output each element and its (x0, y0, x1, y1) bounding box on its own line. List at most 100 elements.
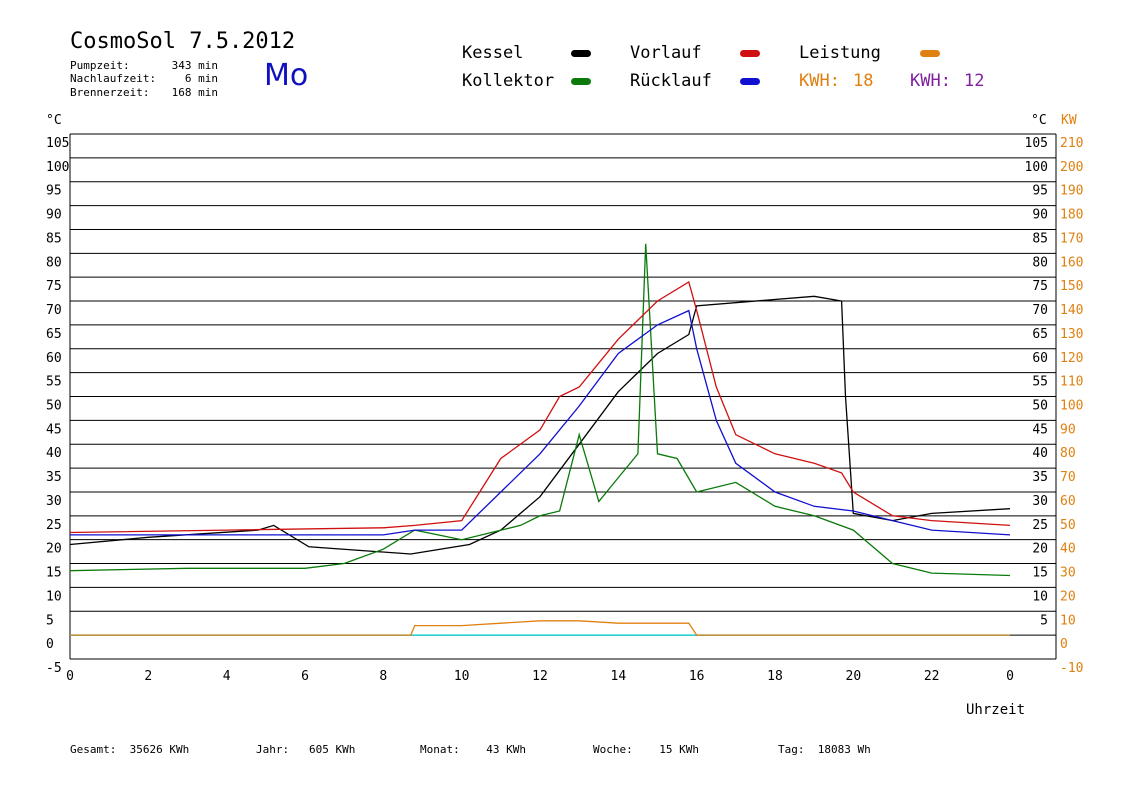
y-tick-label: 5 (46, 613, 54, 628)
y-right-tick-label: 5 (1040, 613, 1048, 628)
x-tick-label: 18 (767, 669, 783, 684)
kw-tick-label: 110 (1060, 375, 1083, 390)
legend-leistung-label: Leistung (799, 43, 881, 63)
footer-gesamt: Gesamt: 35626 KWh (70, 743, 190, 756)
y-right-tick-label: 25 (1032, 518, 1048, 533)
x-tick-label: 0 (1006, 669, 1014, 684)
y-tick-label: -5 (46, 661, 62, 676)
kw-tick-label: 80 (1060, 446, 1076, 461)
kw-tick-label: 170 (1060, 231, 1083, 246)
kw-tick-label: 10 (1060, 613, 1076, 628)
y-right-tick-label: 75 (1032, 279, 1048, 294)
y-tick-label: 55 (46, 375, 62, 390)
y-axis-unit-left: °C (46, 113, 62, 128)
kw-tick-label: 140 (1060, 303, 1083, 318)
x-tick-label: 4 (223, 669, 231, 684)
y-tick-label: 70 (46, 303, 62, 318)
x-tick-label: 2 (144, 669, 152, 684)
x-tick-label: 8 (379, 669, 387, 684)
x-tick-label: 0 (66, 669, 74, 684)
legend-kwh1-label: KWH: (799, 71, 840, 91)
y-tick-label: 85 (46, 231, 62, 246)
y-tick-label: 75 (46, 279, 62, 294)
x-tick-label: 10 (454, 669, 470, 684)
series-vorlauf-line (69, 280, 1011, 534)
x-tick-label: 22 (924, 669, 940, 684)
y-right-tick-label: 15 (1032, 566, 1048, 581)
y-tick-label: 65 (46, 327, 62, 342)
series-kessel-line (69, 295, 1011, 555)
footer-tag: Tag: 18083 Wh (778, 743, 871, 756)
x-tick-label: 12 (532, 669, 548, 684)
y-tick-label: 95 (46, 184, 62, 199)
stat-nachlaufzeit-label: Nachlaufzeit: (70, 72, 157, 85)
kw-tick-label: 120 (1060, 351, 1083, 366)
legend-ruecklauf-label: Rücklauf (630, 71, 712, 91)
kw-tick-label: 0 (1060, 637, 1068, 652)
legend-leistung-swatch (920, 50, 940, 57)
kw-axis-unit: KW (1061, 113, 1077, 128)
x-tick-label: 14 (611, 669, 627, 684)
y-tick-label: 15 (46, 566, 62, 581)
y-tick-label: 35 (46, 470, 62, 485)
stat-pumpzeit-value: 343 min (171, 59, 218, 72)
footer-jahr: Jahr: 605 KWh (256, 743, 356, 756)
y-tick-label: 25 (46, 518, 62, 533)
kw-tick-label: 200 (1060, 160, 1083, 175)
y-right-tick-label: 60 (1032, 351, 1048, 366)
y-tick-label: 40 (46, 446, 62, 461)
series-kollektor-line (69, 243, 1011, 577)
stat-nachlaufzeit-value: 6 min (184, 72, 218, 85)
kw-tick-label: 100 (1060, 399, 1083, 414)
legend-kwh1-value: 18 (853, 71, 874, 91)
series-ruecklauf-line (70, 309, 1011, 536)
kw-tick-label: 160 (1060, 255, 1083, 270)
kw-tick-label: 40 (1060, 542, 1076, 557)
kw-tick-label: 90 (1060, 422, 1076, 437)
y-tick-label: 10 (46, 589, 62, 604)
y-right-tick-label: 45 (1032, 422, 1048, 437)
y-right-tick-label: 100 (1025, 160, 1048, 175)
y-tick-label: 45 (46, 422, 62, 437)
y-tick-label: 105 (46, 136, 69, 151)
stat-brennerzeit-label: Brennerzeit: (70, 86, 150, 99)
kw-tick-label: 130 (1060, 327, 1083, 342)
y-tick-label: 80 (46, 255, 62, 270)
kw-tick-label: 190 (1060, 184, 1083, 199)
x-tick-label: 16 (689, 669, 705, 684)
series-leistung-line (70, 620, 1010, 636)
stat-pumpzeit-label: Pumpzeit: (70, 59, 130, 72)
y-tick-label: 30 (46, 494, 62, 509)
y-tick-label: 100 (46, 160, 69, 175)
y-right-tick-label: 30 (1032, 494, 1048, 509)
kw-tick-label: 50 (1060, 518, 1076, 533)
legend-ruecklauf-swatch (740, 78, 760, 85)
y-tick-label: 0 (46, 637, 54, 652)
y-tick-label: 50 (46, 399, 62, 414)
legend-kwh2-label: KWH: (910, 71, 951, 91)
kw-tick-label: 60 (1060, 494, 1076, 509)
page-title: CosmoSol 7.5.2012 (70, 29, 296, 54)
y-tick-label: 60 (46, 351, 62, 366)
x-tick-label: 20 (846, 669, 862, 684)
y-right-tick-label: 20 (1032, 542, 1048, 557)
y-right-tick-label: 90 (1032, 208, 1048, 223)
footer-monat: Monat: 43 KWh (420, 743, 526, 756)
x-axis-label: Uhrzeit (966, 702, 1025, 718)
legend-kessel-swatch (571, 50, 591, 57)
kw-tick-label: 70 (1060, 470, 1076, 485)
y-right-tick-label: 35 (1032, 470, 1048, 485)
y-tick-label: 90 (46, 208, 62, 223)
kw-tick-label: -10 (1060, 661, 1083, 676)
y-right-tick-label: 50 (1032, 399, 1048, 414)
legend-vorlauf-label: Vorlauf (630, 43, 702, 63)
kw-tick-label: 150 (1060, 279, 1083, 294)
legend-vorlauf-swatch (740, 50, 760, 57)
y-right-tick-label: 65 (1032, 327, 1048, 342)
y-tick-label: 20 (46, 542, 62, 557)
stat-brennerzeit-value: 168 min (171, 86, 218, 99)
y-right-tick-label: 80 (1032, 255, 1048, 270)
legend-kollektor-label: Kollektor (462, 71, 555, 91)
y-right-tick-label: 40 (1032, 446, 1048, 461)
